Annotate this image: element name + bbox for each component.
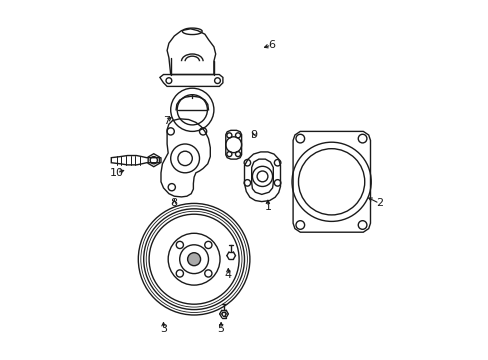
Text: 2: 2 [375, 198, 382, 208]
Text: 1: 1 [264, 202, 271, 212]
Text: 10: 10 [109, 168, 123, 178]
Text: 9: 9 [249, 130, 257, 140]
Circle shape [187, 253, 200, 266]
Text: 3: 3 [160, 324, 167, 334]
Text: 7: 7 [163, 116, 170, 126]
Text: 6: 6 [267, 40, 274, 50]
Text: 8: 8 [170, 198, 178, 208]
Text: 5: 5 [217, 324, 224, 334]
Text: 4: 4 [224, 270, 231, 280]
